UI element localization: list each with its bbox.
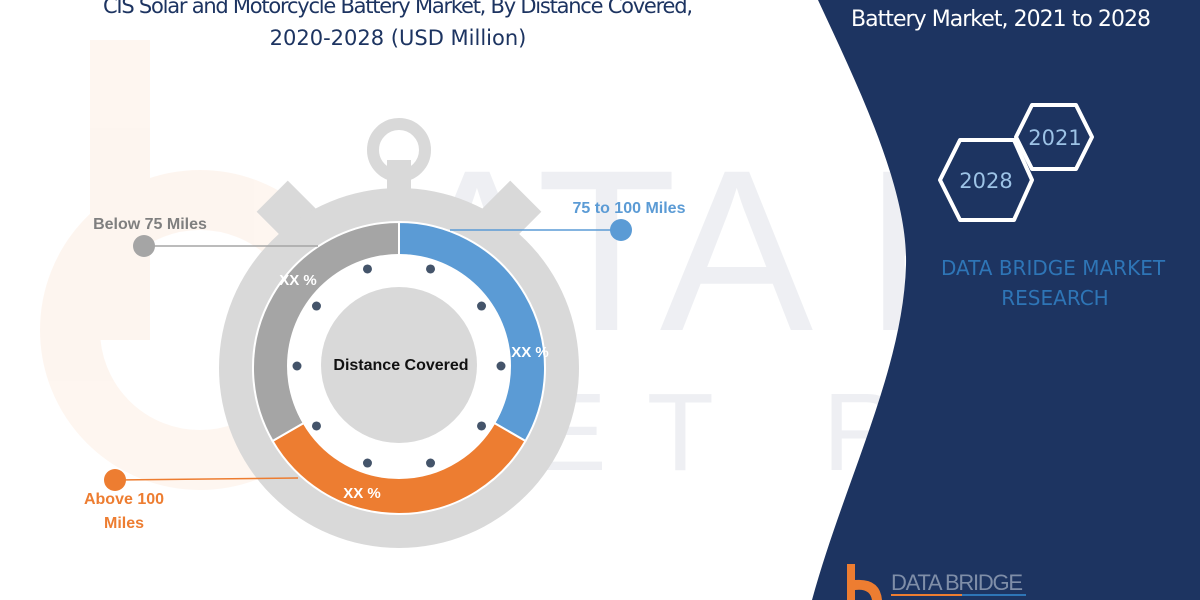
tick-dot [292, 361, 302, 371]
tick-dots [292, 264, 506, 468]
value-label-above-100: XX % [343, 485, 381, 502]
panel-title: Battery Market, 2021 to 2028 [851, 7, 1151, 32]
logo-text: DATA BRIDGE [891, 570, 1023, 595]
brand-text-line2: RESEARCH [1001, 286, 1108, 310]
tick-dot [496, 361, 506, 371]
callout-dot [133, 235, 155, 257]
tick-dot [477, 421, 487, 431]
brand-text-line1: DATA BRIDGE MARKET [941, 256, 1166, 280]
callout-75-to-100: 75 to 100 Miles [450, 200, 686, 241]
legend-label-75-to-100: 75 to 100 Miles [573, 200, 686, 217]
logo-icon [847, 564, 855, 600]
tick-dot [426, 264, 436, 274]
value-label-75-to-100: XX % [511, 344, 549, 361]
hexagon-2028: 2028 [938, 138, 1034, 222]
data-bridge-logo: DATA BRIDGE [847, 564, 1026, 600]
callout-dot [610, 219, 632, 241]
tick-dot [311, 301, 321, 311]
tick-dot [426, 458, 436, 468]
right-panel-background [812, 0, 1200, 600]
legend-label-below-75: Below 75 Miles [93, 216, 207, 233]
hexagon-2021: 2021 [1014, 103, 1094, 171]
tick-dot [477, 301, 487, 311]
year-2028: 2028 [959, 169, 1012, 193]
callout-above-100: Above 100 Miles [84, 469, 299, 532]
chart-title-line1: CIS Solar and Motorcycle Battery Market,… [103, 0, 693, 18]
tick-dot [311, 421, 321, 431]
chart-title-line2: 2020-2028 (USD Million) [270, 26, 527, 50]
tick-dot [362, 264, 372, 274]
center-label: Distance Covered [333, 357, 468, 374]
tick-dot [362, 458, 372, 468]
callout-below-75: Below 75 Miles [93, 216, 318, 257]
callout-dot [104, 469, 126, 491]
center-disc [321, 287, 477, 443]
legend-label-above-100: Above 100 Miles [84, 491, 164, 532]
value-label-below-75: XX % [279, 272, 317, 289]
year-2021: 2021 [1028, 126, 1081, 150]
